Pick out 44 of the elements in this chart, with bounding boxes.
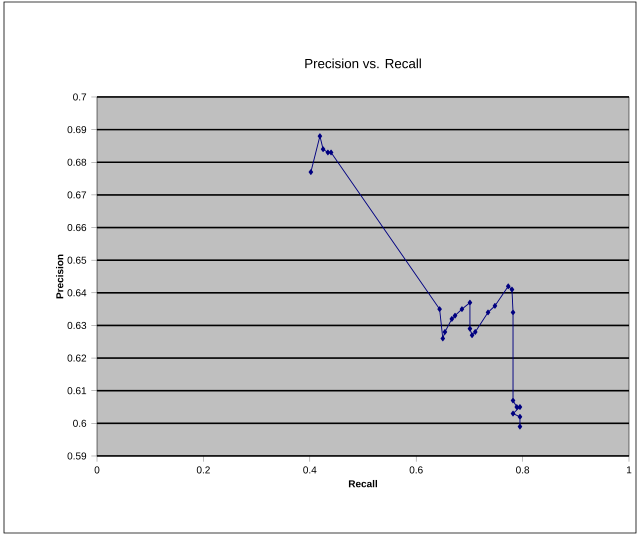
x-tick-label: 0.4 <box>303 466 316 474</box>
y-tick-label: 0.63 <box>68 322 86 329</box>
point <box>452 312 458 319</box>
x-tick-label: 1 <box>626 466 632 474</box>
y-tick-label: 0.69 <box>68 126 86 134</box>
point <box>468 326 472 332</box>
point <box>506 283 511 290</box>
y-tick-label: 0.66 <box>68 224 86 232</box>
point <box>450 316 454 322</box>
y-tick-label: 0.67 <box>68 191 86 198</box>
point <box>518 414 522 420</box>
point <box>486 310 490 316</box>
y-tick-label: 0.62 <box>68 354 86 362</box>
y-axis-title: Precision <box>56 254 64 298</box>
point <box>518 404 522 410</box>
point <box>470 332 474 338</box>
y-tick-label: 0.59 <box>68 452 86 460</box>
y-tick-label: 0.68 <box>68 158 86 166</box>
point <box>518 424 522 430</box>
y-tick-label: 0.7 <box>73 93 86 101</box>
point <box>440 336 446 342</box>
point <box>472 329 478 335</box>
point <box>510 286 514 292</box>
point <box>442 329 448 335</box>
point <box>468 300 472 306</box>
point <box>510 310 516 316</box>
x-tick-label: 0.6 <box>410 466 423 474</box>
y-tick-label: 0.6 <box>73 420 86 427</box>
point <box>308 169 314 175</box>
y-tick-label: 0.61 <box>68 387 86 394</box>
x-axis-title: Recall <box>348 480 378 488</box>
x-tick-label: 0.2 <box>196 466 210 474</box>
y-tick-label: 0.65 <box>68 256 86 264</box>
chart-title: Precision vs. Recall <box>305 58 421 68</box>
point <box>318 133 322 140</box>
point <box>510 398 516 404</box>
point <box>510 410 516 416</box>
point <box>437 306 442 312</box>
x-tick-label: 0.8 <box>516 466 530 474</box>
point <box>492 302 498 309</box>
x-tick-label: 0 <box>94 466 100 474</box>
y-tick-label: 0.64 <box>68 289 86 296</box>
point <box>460 306 464 312</box>
point <box>320 146 326 152</box>
